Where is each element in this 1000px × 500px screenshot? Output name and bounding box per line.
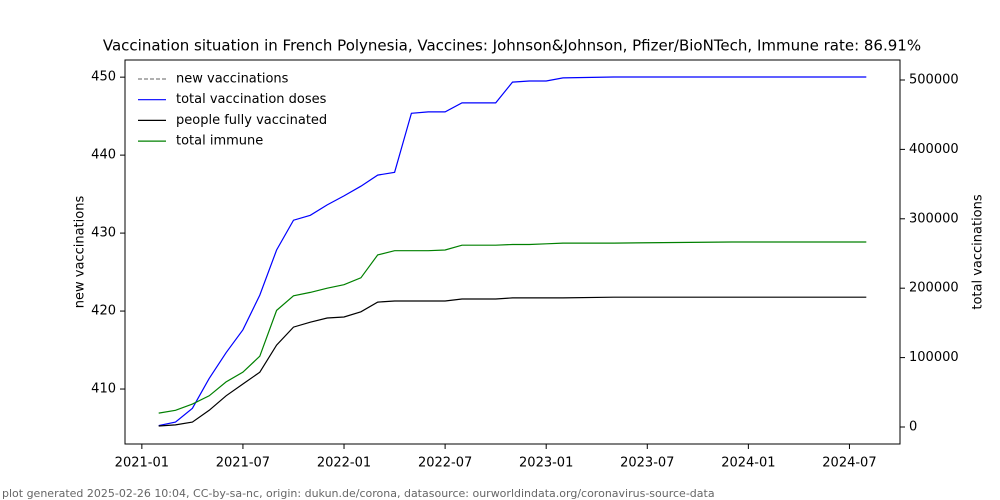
x-tick-label: 2022-07 [418, 456, 472, 471]
x-tick-label: 2022-01 [317, 456, 371, 471]
y2-tick-label: 300000 [909, 211, 959, 226]
x-tick-label: 2021-07 [216, 456, 270, 471]
y2-tick-label: 0 [909, 419, 917, 434]
y2-tick-label: 200000 [909, 281, 959, 296]
legend-label: total vaccination doses [176, 92, 327, 107]
plot-frame [124, 59, 901, 445]
x-tick-label: 2024-01 [721, 456, 775, 471]
x-tick-label: 2024-07 [822, 456, 876, 471]
y2-tick-label: 500000 [909, 72, 959, 87]
y-tick-label: 410 [91, 382, 116, 397]
series-line [158, 76, 867, 427]
y-tick-label: 450 [91, 70, 116, 85]
y2-tick-label: 100000 [909, 350, 959, 365]
x-tick-label: 2023-07 [620, 456, 674, 471]
legend-label: people fully vaccinated [176, 113, 327, 128]
x-tick-label: 2021-01 [115, 456, 169, 471]
chart-title: Vaccination situation in French Polynesi… [103, 37, 921, 55]
y-tick-label: 430 [91, 226, 116, 241]
footer: plot generated 2025-02-26 10:04, CC-by-s… [2, 487, 715, 500]
y-tick-label: 440 [91, 148, 116, 163]
legend-label: new vaccinations [176, 72, 289, 87]
y2-tick-label: 400000 [909, 142, 959, 157]
series-line [158, 241, 867, 414]
x-tick-label: 2023-01 [519, 456, 573, 471]
y2-axis-label: total vaccinations [971, 194, 986, 310]
legend-label: total immune [176, 134, 263, 149]
y-tick-label: 420 [91, 304, 116, 319]
y-axis-label: new vaccinations [73, 196, 88, 309]
series-line [158, 296, 867, 427]
